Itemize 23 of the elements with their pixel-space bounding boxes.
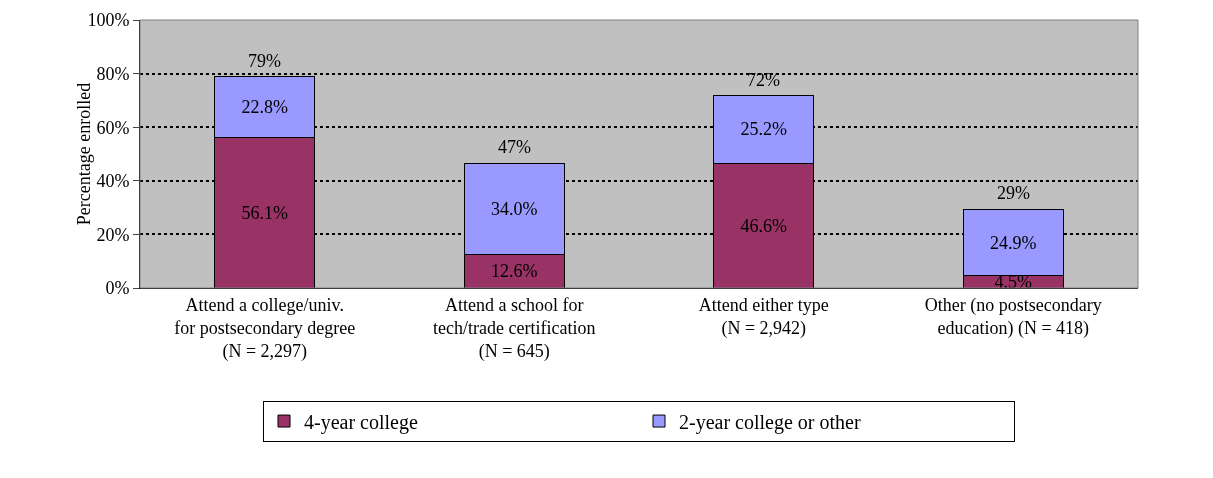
y-tick-label: 80%	[96, 63, 130, 84]
data-label: 24.9%	[990, 232, 1037, 253]
y-tick-label: 60%	[96, 117, 130, 138]
y-axis-title: Percentage enrolled	[74, 82, 95, 226]
legend-label: 2-year college or other	[679, 410, 861, 434]
y-tick-label: 100%	[87, 10, 130, 31]
data-label: 12.6%	[491, 261, 538, 282]
data-label: 25.2%	[740, 119, 787, 140]
x-tick-label: Attend a school for tech/trade certification (N = 645)	[433, 294, 596, 363]
y-tick-label: 0%	[105, 278, 130, 299]
data-label: 34.0%	[491, 198, 538, 219]
x-tick-label: Other (no postsecondary education) (N = 418)	[924, 294, 1102, 339]
y-tick-label: 20%	[96, 224, 130, 245]
total-label: 79%	[248, 51, 281, 71]
data-label: 46.6%	[740, 215, 787, 236]
legend-label: 4-year college	[304, 410, 418, 434]
x-tick-label: Attend a college/univ. for postsecondary degree (N = 2,297)	[174, 294, 356, 363]
y-tick-label: 40%	[96, 171, 130, 192]
total-label: 47%	[498, 137, 531, 157]
data-label: 22.8%	[241, 97, 288, 118]
x-tick-label: Attend either type (N = 2,942)	[698, 294, 829, 339]
data-label: 56.1%	[241, 202, 288, 223]
total-label: 29%	[997, 183, 1030, 203]
